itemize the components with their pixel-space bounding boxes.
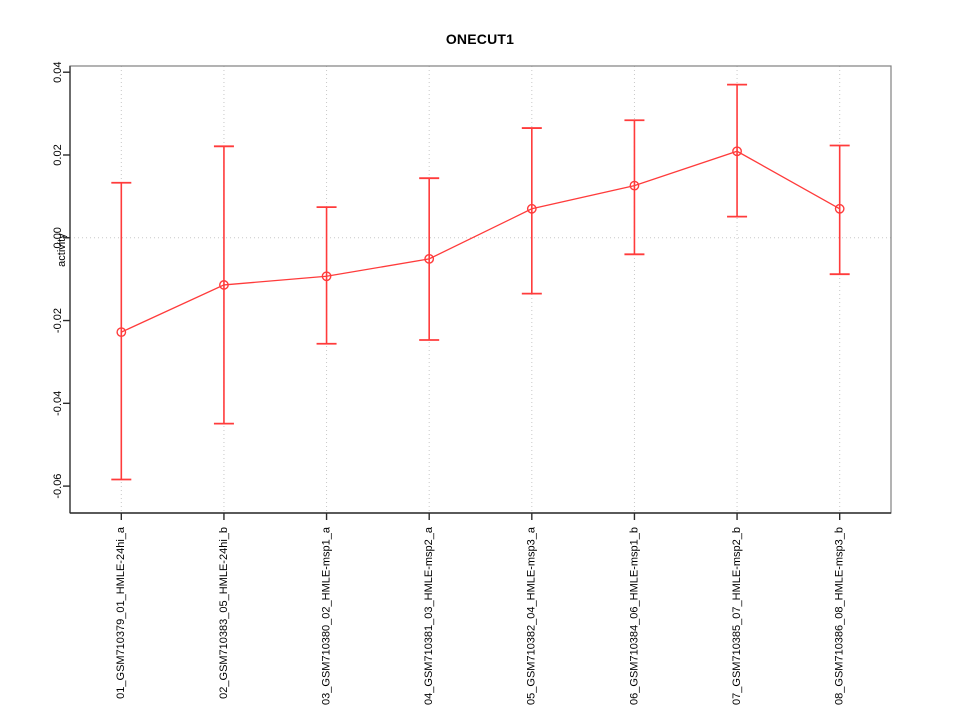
chart-title: ONECUT1 [445,31,515,47]
y-tick-label: -0.04 [52,391,64,416]
error-bar [624,119,645,256]
error-bars [111,83,850,481]
gridlines [70,66,891,513]
x-tick-label: 04_GSM710381_03_HMLE-msp2_a [423,526,435,705]
y-tick-label: 0.02 [52,144,64,165]
x-tick-label: 08_GSM710386_08_HMLE-msp3_b [834,527,846,705]
data-points [116,146,845,338]
x-tick-label: 06_GSM710384_06_HMLE-msp1_b [628,527,640,705]
data-point-marker [321,271,332,282]
x-tick-label: 02_GSM710383_05_HMLE-24hi_b [218,527,230,699]
axis-ticks [63,71,841,520]
x-tick-label: 03_GSM710380_02_HMLE-msp1_a [320,526,332,705]
error-bar [521,127,542,295]
x-tick-labels: 01_GSM710379_01_HMLE-24hi_a 02_GSM710383_… [115,526,845,705]
x-tick-label: 01_GSM710379_01_HMLE-24hi_a [115,526,127,699]
y-tick-label: -0.02 [52,308,64,333]
data-point-marker [732,146,742,157]
x-tick-label: 07_GSM710385_07_HMLE-msp2_b [731,527,743,705]
data-point-marker [629,180,640,191]
data-line [121,150,841,333]
error-bar [316,206,337,345]
plot-border [69,65,892,514]
series-line [121,150,841,333]
data-point-marker [116,327,127,338]
data-point-marker [834,203,845,214]
y-tick-label: 0.00 [52,227,64,248]
error-bar [111,181,132,481]
data-point-marker [526,203,537,214]
y-tick-label: -0.06 [52,474,64,499]
x-tick-label: 05_GSM710382_04_HMLE-msp3_a [526,526,538,705]
data-point-marker [219,280,229,290]
y-tick-labels: 0.04 0.02 0.00 -0.02 -0.04 -0.06 [52,61,64,498]
y-tick-label: 0.04 [52,61,64,82]
axes [69,65,892,514]
data-point-marker [424,253,435,264]
error-bar [829,144,850,276]
